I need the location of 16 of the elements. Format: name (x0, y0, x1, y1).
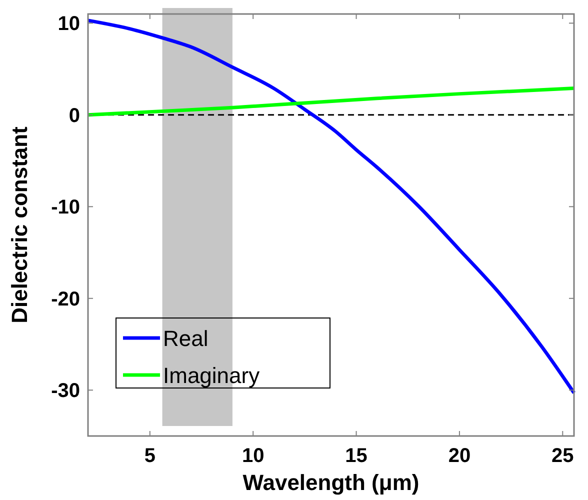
y-tick-label: 10 (58, 13, 80, 36)
x-tick-label: 5 (144, 445, 156, 467)
legend-label: Imaginary (163, 363, 260, 388)
y-tick-label: -10 (51, 196, 80, 219)
y-tick-label: 0 (68, 104, 80, 127)
x-axis-title: Wavelength (μm) (242, 470, 420, 495)
x-tick-label: 15 (345, 445, 368, 467)
x-tick-label: 10 (242, 445, 264, 467)
y-axis-title: Dielectric constant (7, 126, 32, 324)
line-series (86, 18, 576, 395)
y-tick-label: -30 (51, 380, 80, 402)
x-tick-label: 20 (448, 445, 471, 467)
y-tick-label: -20 (51, 288, 80, 310)
x-tick-label: 25 (552, 445, 574, 467)
legend-label: Real (163, 326, 208, 351)
line-series (86, 86, 576, 117)
